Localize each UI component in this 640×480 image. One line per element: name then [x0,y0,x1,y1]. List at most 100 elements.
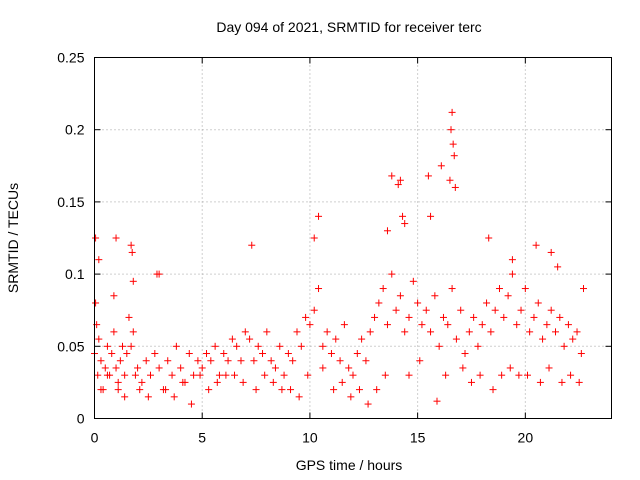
grid [94,57,612,419]
data-point [405,371,413,379]
x-tick-label: 0 [91,430,99,446]
data-point [211,342,219,350]
data-point [215,371,223,379]
data-point [315,212,323,220]
data-point [442,371,450,379]
data-point [547,306,555,314]
data-point [259,350,267,358]
data-point [327,350,335,358]
x-axis-label: GPS time / hours [296,457,403,473]
data-point [409,277,417,285]
y-tick-label: 0.05 [57,338,84,354]
data-point [224,357,232,365]
data-point [129,328,137,336]
data-point [353,350,361,358]
data-point [478,321,486,329]
data-point [405,313,413,321]
data-point [560,342,568,350]
data-point [231,371,239,379]
data-point [92,299,100,307]
data-point [383,321,391,329]
data-point [532,241,540,249]
y-tick-label: 0.2 [65,122,85,138]
data-point [577,350,585,358]
data-point [491,306,499,314]
data-point [383,227,391,235]
data-point [539,335,547,343]
data-point [498,371,506,379]
data-point [362,357,370,365]
data-point [515,371,523,379]
data-point [162,386,170,394]
data-point [136,386,144,394]
data-point [439,313,447,321]
data-point [295,393,303,401]
data-point [287,386,295,394]
y-tick-label: 0.1 [65,266,85,282]
x-tick-label: 5 [198,430,206,446]
data-point [203,350,211,358]
data-point [95,256,103,264]
data-point [394,181,402,189]
data-point [179,378,187,386]
data-point [289,357,297,365]
data-point [280,371,288,379]
data-point [121,393,129,401]
data-point [250,357,258,365]
data-point [470,313,478,321]
data-point [138,378,146,386]
data-point [276,342,284,350]
data-point [155,270,163,278]
data-point [523,371,531,379]
data-point [349,371,357,379]
data-point [304,371,312,379]
data-point [116,357,124,365]
data-point [504,292,512,300]
data-points [91,108,587,408]
data-point [112,364,120,372]
data-point [330,386,338,394]
x-tick-label: 20 [518,430,534,446]
data-point [435,342,443,350]
data-point [196,371,204,379]
data-point [358,335,366,343]
data-point [508,270,516,278]
data-point [338,378,346,386]
data-point [567,371,575,379]
data-point [97,386,105,394]
data-point [573,328,581,336]
data-point [379,285,387,293]
data-point [534,299,542,307]
data-point [449,140,457,148]
data-point [485,234,493,242]
data-point [127,241,135,249]
data-point [500,313,508,321]
data-point [172,342,180,350]
data-point [465,328,473,336]
data-point [151,350,159,358]
data-point [401,328,409,336]
data-point [213,378,221,386]
data-point [269,378,277,386]
plot-frame [94,57,612,419]
data-point [495,285,503,293]
data-point [94,371,102,379]
data-point [194,357,202,365]
y-tick-label: 0.25 [57,50,84,66]
data-point [254,342,262,350]
data-point [476,371,484,379]
data-point [575,378,583,386]
data-point [125,313,133,321]
data-point [399,212,407,220]
data-point [521,285,529,293]
data-point [127,342,135,350]
data-point [129,277,137,285]
data-point [246,335,254,343]
data-point [110,292,118,300]
data-point [92,234,100,242]
data-point [447,126,455,134]
data-point [144,393,152,401]
data-point [319,342,327,350]
data-point [579,285,587,293]
data-point [205,386,213,394]
